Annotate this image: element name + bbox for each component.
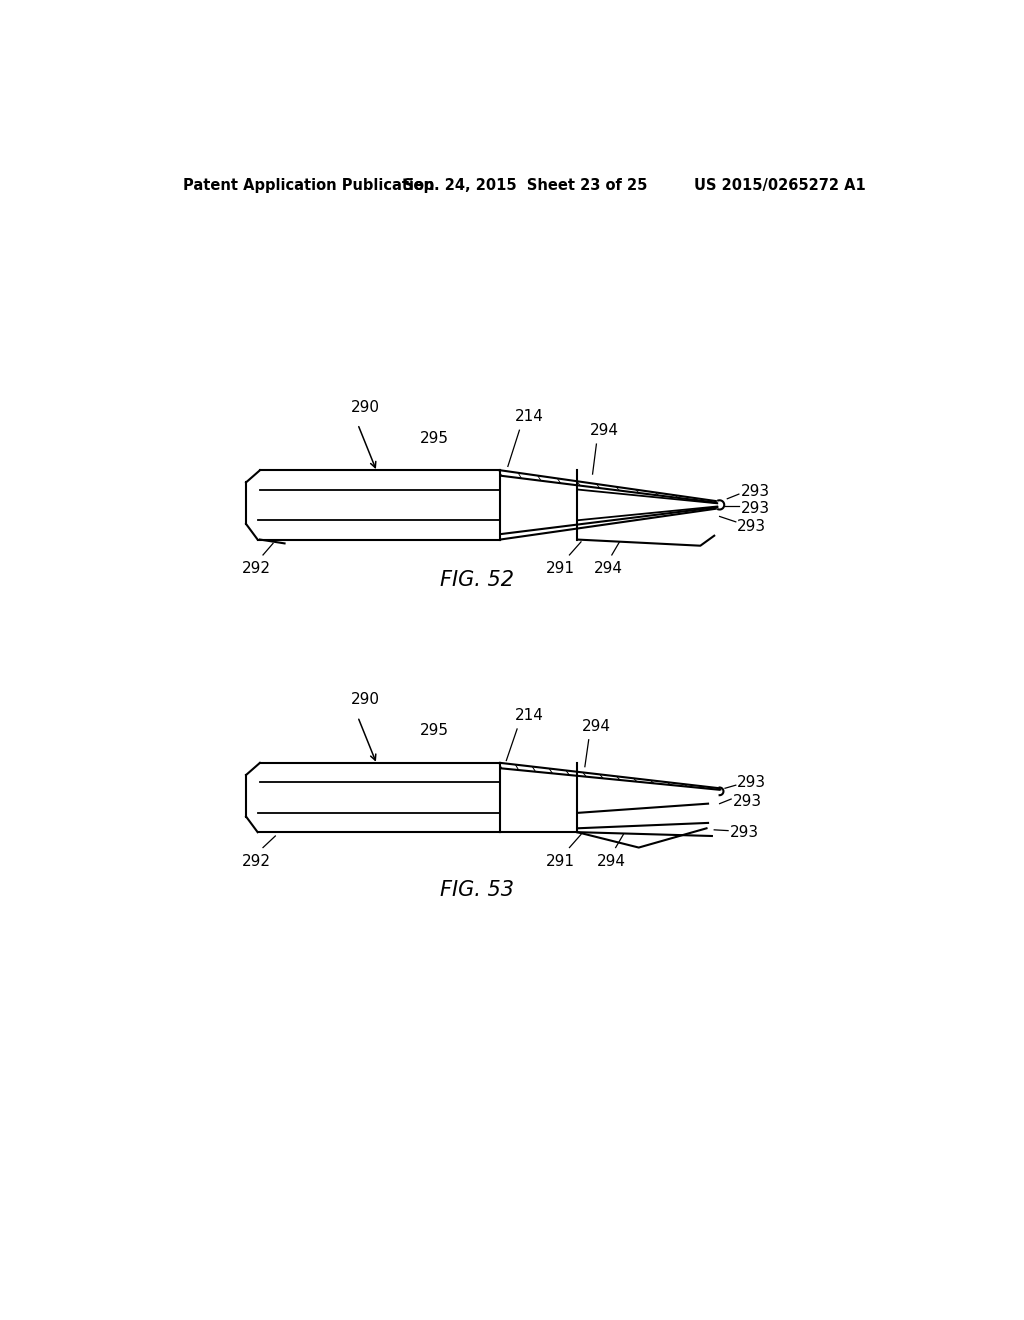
Text: 214: 214 <box>515 409 544 424</box>
Text: Sep. 24, 2015  Sheet 23 of 25: Sep. 24, 2015 Sheet 23 of 25 <box>402 178 647 193</box>
Text: 293: 293 <box>740 502 769 516</box>
Text: 294: 294 <box>590 422 618 438</box>
Text: 290: 290 <box>351 400 380 414</box>
Text: 294: 294 <box>582 718 611 734</box>
Text: 294: 294 <box>597 854 627 869</box>
Text: 290: 290 <box>351 693 380 708</box>
Text: FIG. 52: FIG. 52 <box>440 570 514 590</box>
Text: 293: 293 <box>730 825 759 840</box>
Text: 294: 294 <box>594 561 623 576</box>
Text: 292: 292 <box>243 561 271 576</box>
Text: 295: 295 <box>420 723 450 738</box>
Text: 291: 291 <box>546 854 574 869</box>
Text: Patent Application Publication: Patent Application Publication <box>183 178 434 193</box>
Text: 293: 293 <box>737 775 766 789</box>
Text: 293: 293 <box>733 793 762 809</box>
Text: 293: 293 <box>737 519 766 535</box>
Text: FIG. 53: FIG. 53 <box>440 880 514 900</box>
Text: US 2015/0265272 A1: US 2015/0265272 A1 <box>694 178 866 193</box>
Text: 291: 291 <box>546 561 574 576</box>
Text: 295: 295 <box>420 430 450 446</box>
Text: 292: 292 <box>243 854 271 869</box>
Text: 214: 214 <box>515 708 544 723</box>
Text: 293: 293 <box>740 483 769 499</box>
